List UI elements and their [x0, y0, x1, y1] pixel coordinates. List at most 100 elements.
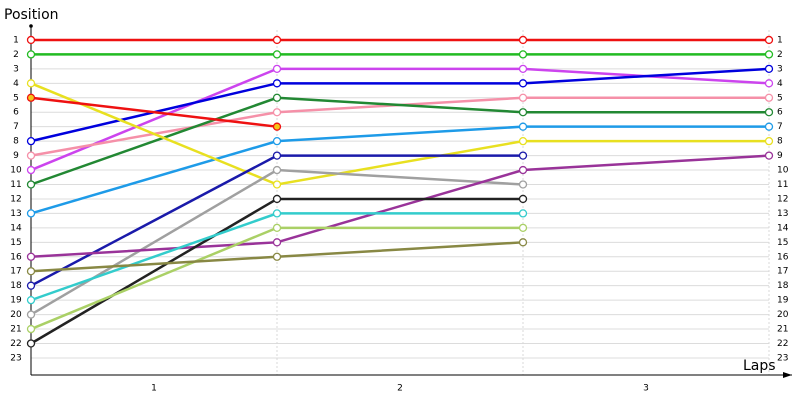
series-point: [26, 339, 36, 348]
y-tick-label-right: 16: [777, 252, 789, 262]
y-tick-label: 20: [10, 310, 22, 320]
series-point: [272, 108, 282, 117]
y-tick-label-right: 12: [777, 194, 788, 204]
series-point: [518, 35, 528, 45]
y-tick-label-right: 4: [777, 79, 783, 89]
y-tick-label: 22: [10, 339, 21, 349]
y-tick-label-right: 17: [777, 267, 788, 277]
series-point: [26, 209, 36, 218]
series-point: [518, 194, 528, 204]
series-point: [272, 50, 282, 59]
series-point: [764, 136, 774, 146]
series-point: [26, 281, 36, 290]
series-point: [764, 50, 774, 59]
series-point: [272, 136, 282, 146]
y-tick-label: 17: [10, 267, 21, 277]
y-tick-label: 16: [10, 252, 22, 262]
x-tick-label: 3: [643, 384, 649, 394]
series-point: [272, 79, 282, 88]
series-point: [26, 252, 36, 261]
y-tick-label: 15: [10, 238, 21, 248]
y-tick-label-right: 7: [777, 122, 783, 132]
y-tick-label-right: 2: [777, 50, 783, 60]
series-point: [518, 93, 528, 102]
series-point: [764, 35, 774, 45]
y-tick-label-right: 11: [777, 180, 788, 190]
series-point: [764, 64, 774, 74]
x-axis-title: Laps: [743, 358, 776, 374]
series-point: [272, 238, 282, 247]
series-point: [26, 295, 36, 305]
series-point: [26, 93, 36, 102]
x-tick-label: 1: [151, 384, 157, 394]
y-tick-label: 4: [13, 79, 19, 89]
series-point: [26, 79, 36, 88]
y-tick-label-right: 21: [777, 325, 788, 335]
series-point: [518, 151, 528, 160]
series-point: [518, 180, 528, 189]
series-point: [518, 122, 528, 131]
series-point: [518, 64, 528, 74]
series-point: [272, 35, 282, 45]
series-point: [764, 151, 774, 160]
series-point: [764, 122, 774, 131]
series-point: [518, 238, 528, 247]
series-point: [272, 122, 282, 131]
y-tick-label-right: 18: [777, 281, 789, 291]
series-line: [30, 96, 769, 186]
series-point: [764, 79, 774, 88]
y-tick-label: 11: [10, 180, 21, 190]
series-point: [518, 209, 528, 218]
series-point: [26, 151, 36, 160]
series-point: [272, 209, 282, 218]
y-tick-label-right: 14: [777, 223, 789, 233]
series-point: [26, 310, 36, 319]
series-point: [518, 165, 528, 175]
series-point: [518, 108, 528, 117]
x-tick-label: 2: [397, 384, 403, 394]
series-point: [272, 252, 282, 261]
series-line: [30, 82, 769, 186]
series-point: [518, 50, 528, 59]
y-tick-label: 6: [13, 108, 19, 118]
y-tick-label: 19: [10, 296, 22, 306]
series-line: [30, 96, 278, 128]
series-line: [30, 125, 769, 215]
y-tick-label: 18: [10, 281, 22, 291]
y-tick-label-right: 15: [777, 238, 788, 248]
y-tick-label: 1: [13, 35, 19, 45]
y-tick-label: 3: [13, 64, 19, 74]
series-point: [272, 93, 282, 102]
y-tick-label-right: 3: [777, 64, 783, 74]
y-tick-label: 10: [10, 166, 22, 176]
y-tick-label: 12: [10, 194, 21, 204]
y-tick-label: 13: [10, 209, 21, 219]
series-line: [30, 154, 770, 259]
y-tick-label-right: 10: [777, 166, 789, 176]
series-point: [26, 35, 36, 45]
series-point: [272, 223, 282, 233]
y-tick-label: 14: [10, 223, 22, 233]
series-point: [518, 223, 528, 233]
series-point: [764, 108, 774, 117]
y-tick-label-right: 6: [777, 108, 783, 118]
y-tick-label-right: 13: [777, 209, 788, 219]
series-point: [272, 151, 282, 160]
x-axis-arrow: [783, 372, 792, 378]
y-tick-label: 9: [13, 151, 19, 161]
y-tick-label-right: 1: [777, 35, 783, 45]
y-tick-label: 2: [13, 50, 19, 60]
y-axis-cap: [29, 24, 33, 28]
series-point: [518, 136, 528, 146]
y-tick-label-right: 19: [777, 296, 789, 306]
series-point: [26, 165, 36, 175]
series-point: [26, 267, 36, 276]
series-point: [518, 79, 528, 88]
series-point: [272, 180, 282, 189]
y-tick-label-right: 22: [777, 339, 788, 349]
y-tick-label: 7: [13, 122, 19, 132]
y-tick-label-right: 5: [777, 93, 783, 103]
y-tick-label: 8: [13, 137, 19, 147]
y-tick-label-right: 23: [777, 353, 788, 363]
